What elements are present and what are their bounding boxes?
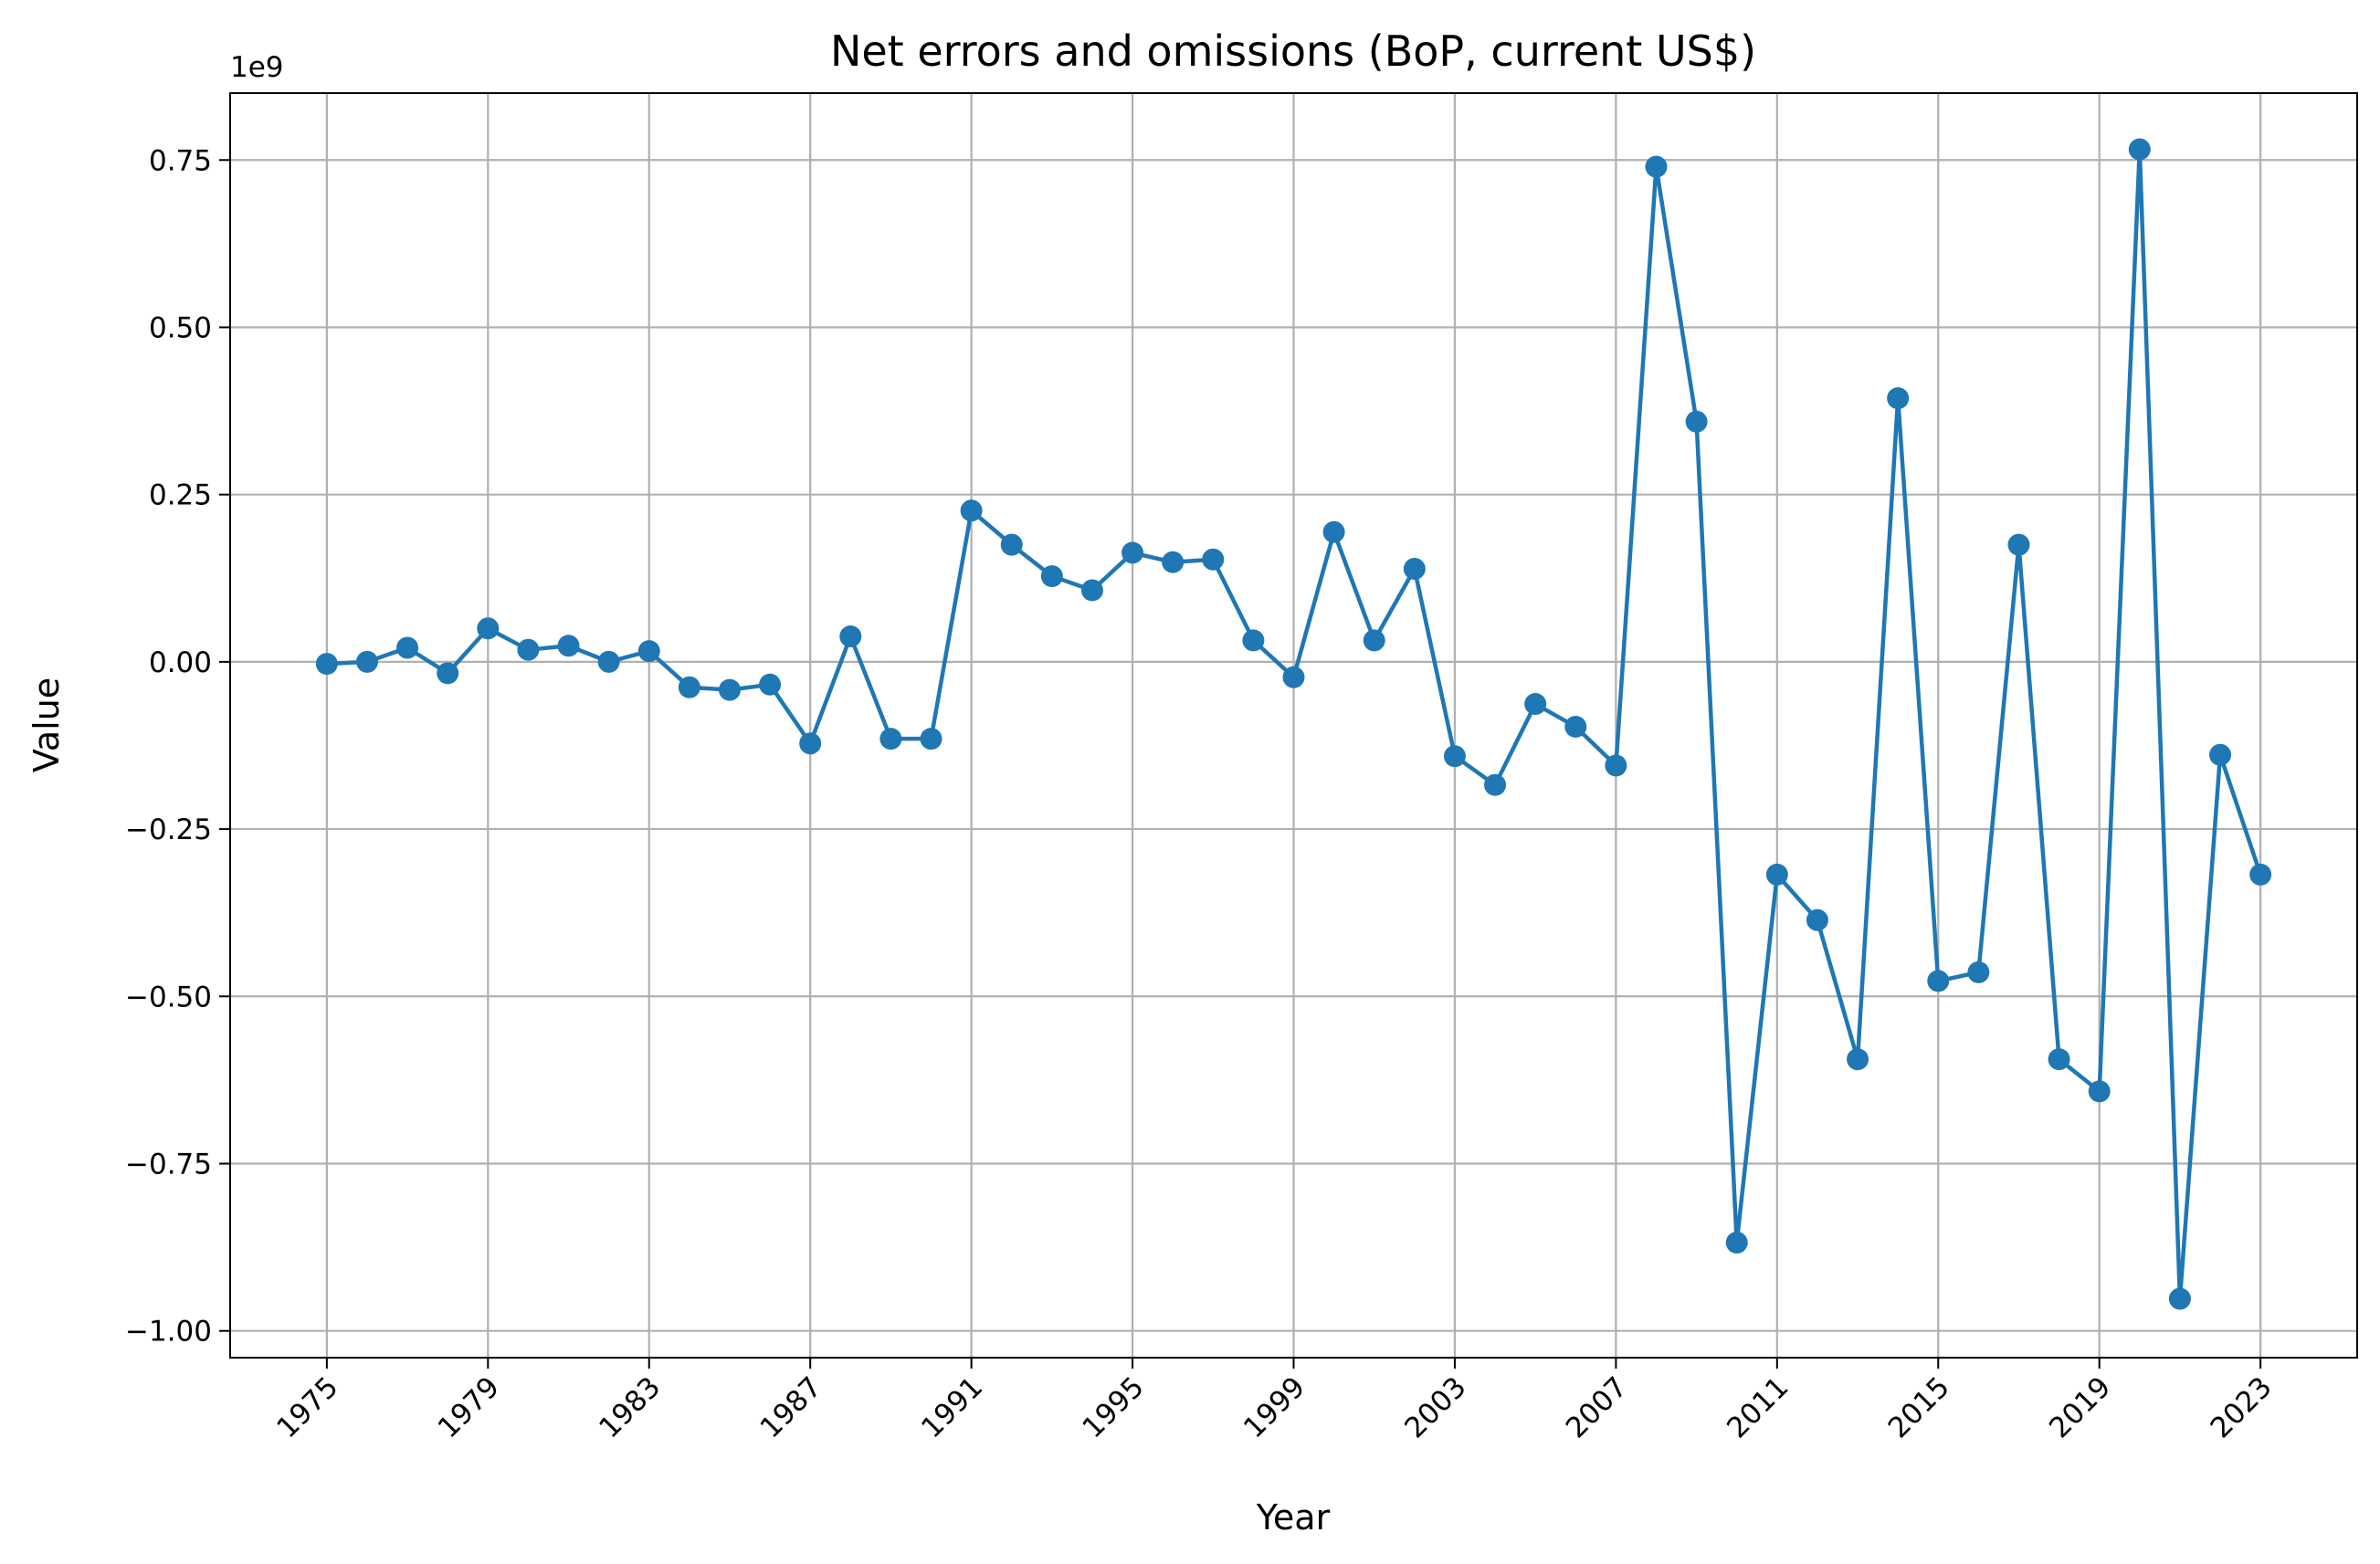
data-point xyxy=(1162,551,1185,573)
data-point xyxy=(718,678,741,701)
y-tick-label: 0.75 xyxy=(149,144,212,177)
data-point xyxy=(315,653,338,676)
data-point xyxy=(799,732,822,755)
y-tick-label: 0.50 xyxy=(149,311,212,344)
x-tick-label: 1991 xyxy=(915,1370,989,1444)
chart-title: Net errors and omissions (BoP, current U… xyxy=(830,26,1756,76)
data-point xyxy=(1282,666,1305,688)
data-point xyxy=(1564,715,1587,738)
data-point xyxy=(1322,520,1345,543)
y-tick-label: −0.50 xyxy=(125,981,212,1013)
data-point xyxy=(1806,908,1828,931)
data-point xyxy=(1887,387,1910,410)
data-point xyxy=(1363,629,1385,652)
x-tick-label: 2019 xyxy=(2043,1370,2117,1444)
data-point xyxy=(1605,754,1627,777)
data-point xyxy=(759,673,782,696)
data-point xyxy=(1847,1048,1869,1071)
data-point xyxy=(1040,565,1063,588)
data-point xyxy=(1403,558,1426,581)
data-point xyxy=(1443,745,1466,768)
data-point xyxy=(920,728,943,751)
y-offset-label: 1e9 xyxy=(230,51,284,84)
x-tick-label: 2007 xyxy=(1560,1370,1634,1444)
data-point xyxy=(2168,1287,2191,1310)
y-tick-label: −1.00 xyxy=(125,1316,212,1349)
x-tick-label: 1975 xyxy=(270,1370,344,1444)
x-tick-label: 1999 xyxy=(1237,1370,1311,1444)
data-point xyxy=(2007,533,2030,556)
axis-ticks: 1975 1979 1983 1987 1991 1995 1999 2003 2007 2011… xyxy=(125,144,2279,1444)
grid-lines xyxy=(230,93,2357,1358)
x-tick-label: 1995 xyxy=(1076,1370,1150,1444)
data-point xyxy=(1725,1231,1748,1254)
x-tick-label: 1979 xyxy=(432,1370,506,1444)
data-point xyxy=(1967,960,1990,983)
x-tick-label: 2003 xyxy=(1398,1370,1472,1444)
data-point xyxy=(2249,863,2272,886)
data-point xyxy=(1765,863,1788,886)
data-point xyxy=(437,662,459,685)
data-point xyxy=(2088,1080,2111,1103)
data-point xyxy=(2209,743,2232,766)
data-point xyxy=(879,728,902,751)
data-point xyxy=(1524,693,1547,716)
y-tick-label: −0.75 xyxy=(125,1148,212,1181)
data-point xyxy=(517,638,540,661)
y-tick-label: −0.25 xyxy=(125,813,212,846)
data-point xyxy=(2048,1048,2070,1071)
data-point xyxy=(839,625,862,648)
data-point xyxy=(557,635,580,657)
data-point xyxy=(1122,541,1144,564)
data-point xyxy=(1484,773,1507,796)
x-tick-label: 2023 xyxy=(2205,1370,2279,1444)
data-point xyxy=(597,650,620,673)
data-point xyxy=(396,636,419,659)
x-axis-label: Year xyxy=(1256,1497,1331,1538)
y-tick-label: 0.00 xyxy=(149,646,212,679)
data-point xyxy=(960,499,983,522)
data-point xyxy=(637,640,660,663)
data-point xyxy=(1202,548,1225,571)
x-tick-label: 2011 xyxy=(1721,1370,1795,1444)
data-point xyxy=(1927,970,1950,992)
data-point xyxy=(1685,410,1708,433)
y-tick-label: 0.25 xyxy=(149,479,212,512)
y-axis-label: Value xyxy=(26,677,67,772)
data-point xyxy=(1080,579,1103,602)
series-group xyxy=(315,138,2272,1310)
x-tick-label: 1987 xyxy=(754,1370,828,1444)
data-point xyxy=(1242,629,1265,652)
x-tick-label: 1983 xyxy=(593,1370,667,1444)
data-point xyxy=(1645,155,1668,178)
data-point xyxy=(678,676,700,698)
data-point xyxy=(355,650,378,673)
data-point xyxy=(477,617,500,640)
x-tick-label: 2015 xyxy=(1882,1370,1956,1444)
data-point xyxy=(1000,533,1023,556)
data-point xyxy=(2128,138,2151,161)
